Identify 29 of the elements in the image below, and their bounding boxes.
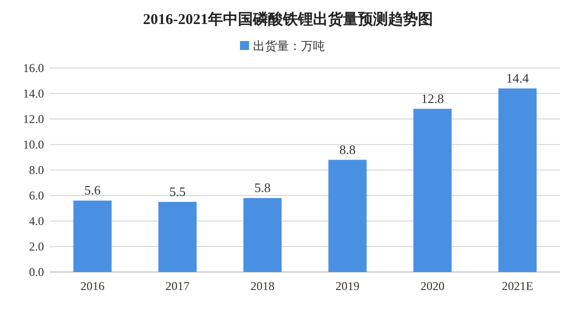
x-tick-label: 2020	[420, 279, 444, 293]
y-tick-label: 10.0	[23, 138, 44, 152]
data-label: 5.5	[169, 184, 186, 199]
legend-label: 出货量：万吨	[253, 39, 325, 53]
data-label: 5.8	[254, 180, 271, 196]
x-tick-label: 2021E	[502, 279, 534, 293]
x-tick-label: 2016	[80, 279, 104, 293]
y-tick-label: 14.0	[23, 86, 44, 100]
bar	[498, 88, 537, 272]
x-tick-label: 2017	[166, 279, 190, 293]
data-label: 12.8	[421, 90, 444, 106]
y-tick-label: 16.0	[23, 61, 44, 75]
chart-title: 2016-2021年中国磷酸铁锂出货量预测趋势图	[143, 11, 433, 28]
y-tick-label: 6.0	[29, 188, 44, 202]
y-tick-label: 0.0	[29, 265, 44, 279]
x-tick-label: 2018	[250, 279, 274, 293]
data-label: 8.8	[339, 142, 356, 157]
data-label: 5.6	[84, 182, 102, 198]
bar	[413, 108, 452, 272]
bar	[158, 202, 197, 272]
y-tick-label: 8.0	[29, 163, 44, 177]
y-tick-label: 12.0	[23, 112, 44, 126]
y-tick-label: 2.0	[29, 240, 44, 254]
bar	[243, 198, 282, 272]
y-tick-label: 4.0	[29, 214, 44, 228]
data-label: 14.4	[506, 70, 530, 86]
bar	[73, 200, 112, 272]
x-tick-label: 2019	[336, 279, 360, 293]
bar	[328, 160, 367, 272]
